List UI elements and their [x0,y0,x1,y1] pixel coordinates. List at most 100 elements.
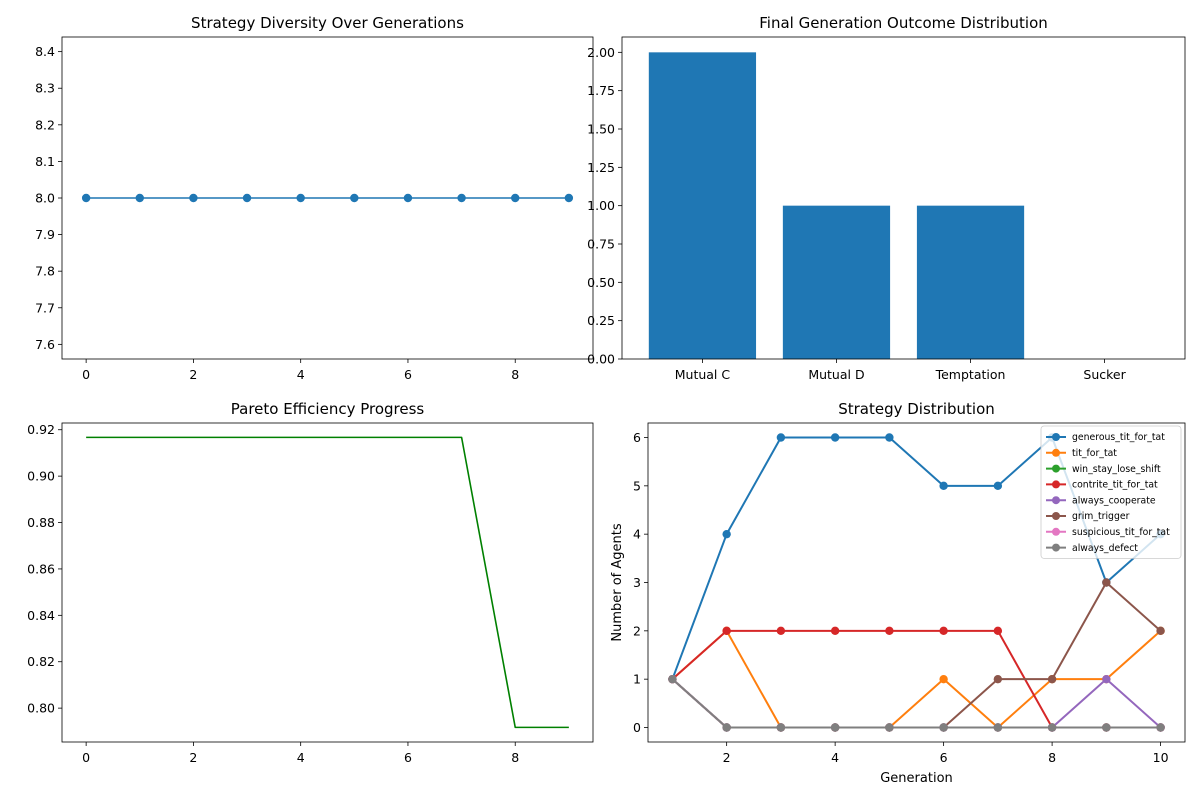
y-tick-label: 0 [633,720,641,735]
y-tick-label: 2 [633,623,641,638]
x-tick-label: 8 [511,750,519,765]
legend-label: always_cooperate [1072,495,1156,506]
x-tick-label: 6 [404,367,412,382]
series-line [86,436,569,729]
legend: generous_tit_for_tat tit_for_tat win_stay_… [1040,425,1182,559]
generous-tit-for-tat-point [722,529,731,539]
y-tick-label: 0.75 [587,237,615,252]
series-point [457,193,466,203]
axes-frame [621,36,1186,360]
y-tick-label: 8.0 [35,191,55,206]
legend-label: generous_tit_for_tat [1072,432,1165,443]
strategy-diversity-chart: Strategy Diversity Over Generations 7.6 7.… [35,14,594,382]
legend-swatch-marker [1052,527,1060,536]
y-tick-label: 4 [633,527,641,542]
legend-swatch-marker [1052,496,1060,505]
x-tick-label: 0 [82,367,90,382]
series-point [135,193,144,203]
x-tick-label: 4 [831,750,839,765]
grim-trigger-point [993,674,1003,684]
y-tick-label: 0.86 [27,561,55,576]
legend-box [1040,425,1182,559]
y-tick-label: 3 [633,575,641,590]
chart-title: Final Generation Outcome Distribution [759,14,1048,32]
legend-item-grim-trigger: grim_trigger [1046,511,1130,522]
always-defect-point [885,723,894,732]
y-tick-label: 1.75 [587,83,615,98]
legend-swatch-marker [1052,464,1060,473]
y-tick-label: 8.4 [35,44,55,59]
series-point [242,193,252,203]
category-label: Sucker [1083,367,1126,382]
contrite-tit-for-tat-point [993,626,1003,636]
always-defect-point [993,723,1003,732]
y-tick-label: 1.25 [587,160,615,175]
tit-for-tat-point [939,674,948,684]
legend-item-tit-for-tat: tit_for_tat [1046,448,1117,459]
y-tick-label: 7.8 [35,264,55,279]
plot-area [86,436,569,729]
y-tick-label: 5 [633,478,641,493]
legend-label: always_defect [1072,543,1138,554]
generous-tit-for-tat-point [939,481,948,491]
series-point [350,193,359,203]
generous-tit-for-tat-point [776,433,786,442]
x-tick-label: 0 [82,750,90,765]
y-tick-label: 8.3 [35,81,55,96]
bar-temptation [916,205,1025,359]
generous-tit-for-tat-point [830,433,840,442]
chart-title: Strategy Distribution [838,400,995,418]
y-tick-label: 7.9 [35,227,55,242]
category-label: Mutual D [808,367,864,382]
x-tick-label: 2 [723,750,731,765]
y-tick-label: 0.92 [27,422,55,437]
contrite-tit-for-tat-point [722,626,731,636]
always-defect-point [939,723,948,732]
always-defect-point [830,723,840,732]
bar-mutual-d [782,205,891,359]
axes-frame [61,422,594,743]
y-tick-label: 0.90 [27,469,55,484]
series-point [296,193,305,203]
contrite-tit-for-tat-point [885,626,894,636]
legend-swatch-marker [1052,448,1060,457]
series-point [564,193,574,203]
grim-trigger-point [1156,626,1165,636]
pareto-efficiency-chart: Pareto Efficiency Progress 0.80 0.82 0.84 0.… [27,400,594,765]
y-axis-label: Number of Agents [610,523,625,641]
always-defect-point [776,723,786,732]
y-tick-label: 1.50 [587,122,615,137]
generous-tit-for-tat-point [885,433,894,442]
always-defect-point [1156,723,1165,732]
x-tick-label: 8 [511,367,519,382]
legend-label: win_stay_lose_shift [1072,464,1161,475]
x-tick-label: 6 [940,750,948,765]
series-point [81,193,91,203]
legend-item-suspicious-tit-for-tat: suspicious_tit_for_tat [1046,527,1170,538]
generous-tit-for-tat-point [993,481,1003,491]
category-label: Mutual C [675,367,731,382]
y-tick-label: 2.00 [587,45,615,60]
legend-swatch-marker [1052,512,1060,520]
series-point [511,193,520,203]
grim-trigger-line [671,581,1162,729]
legend-swatch-marker [1052,543,1060,552]
legend-item-always-defect: always_defect [1046,543,1138,554]
y-tick-label: 7.7 [35,300,55,315]
tit-for-tat-line [671,629,1162,729]
x-axis-label: Generation [880,771,953,786]
y-tick-label: 8.2 [35,117,55,132]
legend-item-generous-tit-for-tat: generous_tit_for_tat [1046,432,1165,443]
y-tick-label: 0.25 [587,313,615,328]
y-tick-label: 6 [633,430,641,445]
y-tick-label: 0.80 [27,701,55,716]
grim-trigger-point [1102,578,1111,587]
y-tick-label: 1 [633,672,641,687]
always-defect-point [722,723,731,732]
x-tick-label: 6 [404,750,412,765]
series-point [189,193,198,203]
legend-item-win-stay-lose-shift: win_stay_lose_shift [1046,464,1161,475]
always-defect-line [671,678,1161,729]
legend-label: tit_for_tat [1072,448,1117,459]
